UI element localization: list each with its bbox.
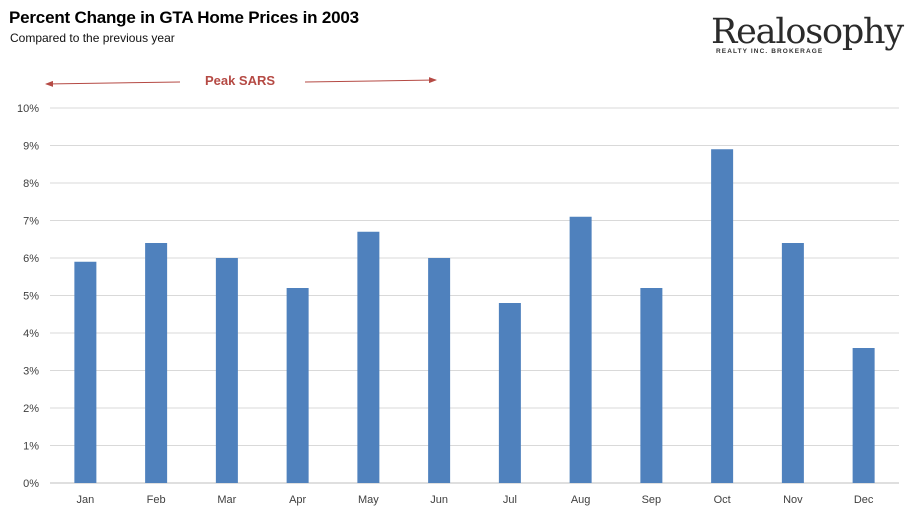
y-tick-label: 7%: [23, 216, 39, 228]
y-tick-label: 3%: [23, 366, 39, 378]
bar-mar: [215, 258, 238, 483]
annotation-peak-sars: Peak SARS: [45, 73, 437, 88]
bar-jul: [498, 303, 521, 483]
x-tick-label: Oct: [714, 494, 731, 506]
x-tick-label: Sep: [642, 494, 662, 506]
x-tick-label: Mar: [217, 494, 236, 506]
bar-nov: [781, 243, 804, 483]
y-axis-ticks: 0% 1% 2% 3% 4% 5% 6% 7% 8% 9% 10%: [17, 103, 39, 490]
y-tick-label: 6%: [23, 253, 39, 265]
x-tick-label: Jun: [430, 494, 448, 506]
annotation-right-arrow: [304, 77, 437, 84]
brand-logo: Realosophy REALTY INC. BROKERAGE: [711, 12, 904, 55]
bars: [74, 149, 875, 483]
chart-title: Percent Change in GTA Home Prices in 200…: [9, 8, 359, 27]
bar-oct: [711, 149, 734, 483]
bar-may: [357, 231, 380, 483]
annotation-left-arrow: [45, 80, 181, 87]
x-tick-label: Dec: [854, 494, 874, 506]
bar-jun: [428, 258, 451, 483]
y-tick-label: 0%: [23, 478, 39, 490]
gridlines: [50, 107, 899, 484]
y-tick-label: 1%: [23, 441, 39, 453]
y-tick-label: 10%: [17, 103, 39, 115]
chart-subtitle: Compared to the previous year: [10, 31, 175, 45]
x-tick-label: Apr: [289, 494, 306, 506]
logo-tagline: REALTY INC. BROKERAGE: [716, 48, 824, 55]
y-tick-label: 5%: [23, 291, 39, 303]
bar-aug: [569, 216, 592, 483]
bar-sep: [640, 288, 663, 483]
y-tick-label: 9%: [23, 141, 39, 153]
bar-dec: [852, 348, 875, 483]
logo-wordmark: Realosophy: [711, 12, 904, 52]
x-tick-label: May: [358, 494, 379, 506]
x-axis-ticks: Jan Feb Mar Apr May Jun Jul Aug Sep Oct Nov Dec: [77, 494, 874, 506]
y-tick-label: 8%: [23, 178, 39, 190]
annotation-label: Peak SARS: [205, 73, 275, 88]
bar-jan: [74, 261, 97, 483]
y-tick-label: 2%: [23, 403, 39, 415]
x-tick-label: Jan: [77, 494, 95, 506]
bar-feb: [145, 243, 168, 483]
bar-apr: [286, 288, 309, 483]
x-tick-label: Feb: [147, 494, 166, 506]
x-tick-label: Jul: [503, 494, 517, 506]
y-tick-label: 4%: [23, 328, 39, 340]
x-tick-label: Aug: [571, 494, 591, 506]
x-tick-label: Nov: [783, 494, 803, 506]
